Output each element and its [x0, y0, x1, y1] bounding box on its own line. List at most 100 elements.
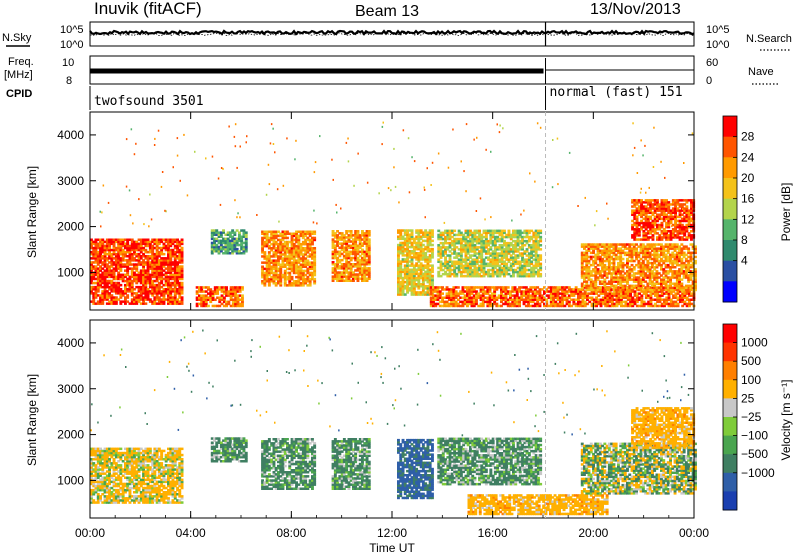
heatmap-cell [148, 263, 152, 266]
heatmap-cell [347, 250, 351, 254]
heatmap-cell [164, 244, 168, 248]
heatmap-cell [399, 237, 403, 241]
heatmap-cell [406, 245, 409, 249]
heatmap-cell [338, 246, 342, 249]
heatmap-cell [356, 248, 360, 252]
heatmap-cell [263, 236, 267, 240]
heatmap-cell [235, 241, 239, 245]
heatmap-cell [139, 294, 143, 297]
heatmap-cell [354, 258, 358, 262]
heatmap-cell [128, 257, 132, 260]
heatmap-cell [290, 261, 294, 264]
heatmap-cell [238, 233, 241, 236]
heatmap-cell [272, 230, 276, 233]
heatmap-cell [142, 283, 145, 287]
heatmap-cell [219, 247, 223, 251]
heatmap-cell [173, 269, 177, 272]
heatmap-cell [299, 273, 303, 277]
heatmap-cell [180, 269, 184, 272]
heatmap-cell [272, 275, 276, 279]
heatmap-cell [176, 269, 179, 272]
heatmap-cell [482, 239, 486, 243]
heatmap-cell [401, 278, 405, 282]
heatmap-cell [421, 285, 425, 288]
heatmap-cell [367, 250, 371, 254]
heatmap-cell [144, 281, 148, 285]
heatmap-cell [356, 234, 360, 237]
heatmap-cell [103, 246, 107, 250]
heatmap-cell [333, 248, 337, 252]
heatmap-cell [126, 267, 130, 270]
heatmap-cell [173, 244, 177, 248]
heatmap-cell [155, 242, 159, 246]
heatmap-cell [532, 233, 536, 237]
heatmap-cell [265, 271, 269, 275]
heatmap-cell [489, 246, 493, 249]
heatmap-cell [493, 266, 497, 270]
heatmap-cell [144, 257, 148, 260]
heatmap-cell [438, 286, 442, 289]
heatmap-cell [105, 246, 109, 250]
heatmap-cell [146, 261, 150, 264]
heatmap-cell [218, 288, 222, 291]
freq-label-1: Freq. [8, 56, 34, 68]
heatmap-cell [452, 298, 456, 301]
heatmap-cell [148, 265, 152, 268]
heatmap-cell [419, 258, 423, 261]
heatmap-cell [446, 246, 450, 249]
heatmap-cell [527, 274, 531, 278]
heatmap-cell [363, 250, 367, 254]
heatmap-cell [306, 230, 310, 233]
heatmap-cell [112, 250, 116, 254]
heatmap-cell [521, 266, 524, 270]
heatmap-cell [347, 234, 351, 237]
heatmap-cell [217, 245, 221, 249]
heatmap-cell [295, 247, 298, 250]
heatmap-cell [532, 235, 536, 239]
heatmap-cell [363, 232, 367, 235]
heatmap-cell [160, 257, 164, 260]
heatmap-cell [503, 250, 506, 253]
heatmap-cell [139, 263, 143, 266]
heatmap-cell [160, 275, 164, 279]
heatmap-cell [153, 267, 157, 270]
heatmap-cell [432, 298, 435, 301]
heatmap-cell [496, 237, 500, 241]
heatmap-cell [331, 279, 335, 282]
heatmap-cell [421, 278, 425, 282]
heatmap-cell [429, 290, 433, 293]
heatmap-cell [446, 264, 450, 268]
heatmap-cell [112, 257, 116, 260]
heatmap-cell [108, 246, 111, 250]
heatmap-cell [110, 259, 114, 262]
heatmap-cell [155, 296, 159, 299]
heatmap-cell [453, 260, 457, 263]
heatmap-cell [173, 246, 177, 250]
heatmap-cell [439, 237, 443, 241]
heatmap-cell [213, 229, 216, 232]
heatmap-cell [103, 298, 107, 301]
heatmap-cell [228, 231, 232, 234]
heatmap-cell [180, 257, 184, 260]
heatmap-cell [274, 267, 278, 271]
heatmap-cell [498, 239, 502, 243]
heatmap-cell [119, 261, 123, 264]
heatmap-cell [210, 229, 214, 232]
heatmap-cell [487, 248, 490, 251]
heatmap-cell [103, 277, 107, 281]
heatmap-cell [176, 281, 179, 285]
heatmap-cell [218, 296, 222, 299]
heatmap-cell [180, 255, 184, 258]
heatmap-cell [204, 300, 208, 304]
heatmap-cell [224, 239, 228, 243]
heatmap-cell [304, 277, 308, 281]
heatmap-cell [491, 244, 495, 247]
heatmap-cell [410, 289, 414, 292]
heatmap-cell [408, 250, 412, 253]
heatmap-cell [153, 238, 157, 241]
heatmap-cell [439, 250, 443, 253]
heatmap-cell [277, 273, 280, 277]
heatmap-cell [101, 296, 105, 299]
heatmap-cell [151, 285, 155, 289]
heatmap-cell [94, 269, 98, 272]
